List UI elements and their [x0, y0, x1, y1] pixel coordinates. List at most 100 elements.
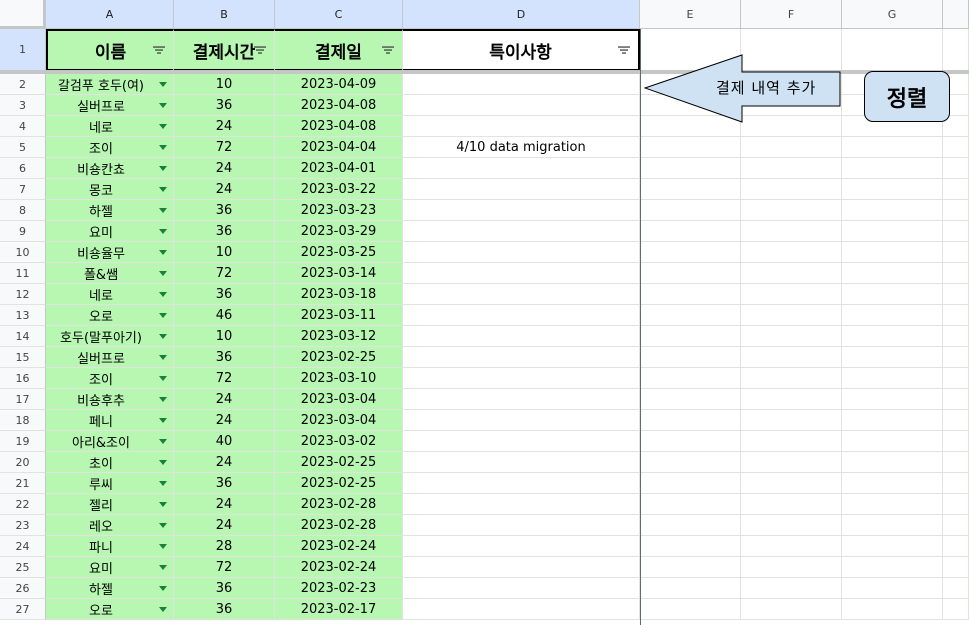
name-cell[interactable]: 오로: [46, 305, 174, 326]
dropdown-arrow-icon[interactable]: [159, 397, 167, 402]
empty-cell[interactable]: [943, 158, 969, 179]
dropdown-arrow-icon[interactable]: [159, 439, 167, 444]
empty-cell[interactable]: [943, 431, 969, 452]
name-cell[interactable]: 초이: [46, 452, 174, 473]
payment-time-cell[interactable]: 36: [174, 599, 275, 620]
payment-time-cell[interactable]: 24: [174, 410, 275, 431]
row-header[interactable]: 22: [0, 494, 46, 515]
payment-date-cell[interactable]: 2023-04-01: [275, 158, 403, 179]
notes-cell[interactable]: [403, 116, 640, 137]
name-cell[interactable]: 네로: [46, 284, 174, 305]
empty-cell[interactable]: [741, 137, 842, 158]
row-header[interactable]: 26: [0, 578, 46, 599]
row-header[interactable]: 21: [0, 473, 46, 494]
dropdown-arrow-icon[interactable]: [159, 250, 167, 255]
notes-cell[interactable]: [403, 536, 640, 557]
notes-cell[interactable]: [403, 95, 640, 116]
dropdown-arrow-icon[interactable]: [159, 166, 167, 171]
notes-cell[interactable]: [403, 305, 640, 326]
header-payment-time[interactable]: 결제시간: [174, 29, 275, 71]
payment-time-cell[interactable]: 40: [174, 431, 275, 452]
payment-time-cell[interactable]: 36: [174, 221, 275, 242]
empty-cell[interactable]: [842, 305, 943, 326]
notes-cell[interactable]: [403, 326, 640, 347]
empty-cell[interactable]: [943, 326, 969, 347]
row-header[interactable]: 2: [0, 74, 46, 95]
empty-cell[interactable]: [842, 263, 943, 284]
notes-cell[interactable]: [403, 389, 640, 410]
empty-cell[interactable]: [842, 347, 943, 368]
notes-cell[interactable]: [403, 242, 640, 263]
row-header[interactable]: 16: [0, 368, 46, 389]
dropdown-arrow-icon[interactable]: [159, 271, 167, 276]
empty-cell[interactable]: [842, 200, 943, 221]
empty-cell[interactable]: [741, 158, 842, 179]
empty-cell[interactable]: [640, 410, 741, 431]
name-cell[interactable]: 오로: [46, 599, 174, 620]
empty-cell[interactable]: [842, 326, 943, 347]
payment-date-cell[interactable]: 2023-04-08: [275, 95, 403, 116]
name-cell[interactable]: 네로: [46, 116, 174, 137]
dropdown-arrow-icon[interactable]: [159, 523, 167, 528]
empty-cell[interactable]: [640, 473, 741, 494]
empty-cell[interactable]: [640, 389, 741, 410]
empty-cell[interactable]: [741, 326, 842, 347]
sort-button[interactable]: 정렬: [864, 71, 950, 122]
frozen-row-divider[interactable]: [0, 70, 969, 74]
column-header-g[interactable]: G: [842, 0, 943, 29]
payment-date-cell[interactable]: 2023-03-10: [275, 368, 403, 389]
empty-cell[interactable]: [842, 452, 943, 473]
row-header[interactable]: 1: [0, 29, 46, 71]
payment-date-cell[interactable]: 2023-02-28: [275, 494, 403, 515]
empty-cell[interactable]: [640, 200, 741, 221]
empty-cell[interactable]: [842, 158, 943, 179]
empty-cell[interactable]: [640, 515, 741, 536]
header-payment-date[interactable]: 결제일: [275, 29, 403, 71]
name-cell[interactable]: 폴&쌤: [46, 263, 174, 284]
empty-cell[interactable]: [640, 305, 741, 326]
dropdown-arrow-icon[interactable]: [159, 82, 167, 87]
filter-icon[interactable]: [618, 46, 630, 54]
empty-cell[interactable]: [741, 284, 842, 305]
notes-cell[interactable]: [403, 494, 640, 515]
row-header[interactable]: 19: [0, 431, 46, 452]
filter-icon[interactable]: [382, 46, 394, 54]
empty-cell[interactable]: [741, 494, 842, 515]
row-header[interactable]: 24: [0, 536, 46, 557]
payment-time-cell[interactable]: 36: [174, 284, 275, 305]
dropdown-arrow-icon[interactable]: [159, 376, 167, 381]
dropdown-arrow-icon[interactable]: [159, 355, 167, 360]
notes-cell[interactable]: [403, 578, 640, 599]
empty-cell[interactable]: [943, 494, 969, 515]
empty-cell[interactable]: [943, 200, 969, 221]
dropdown-arrow-icon[interactable]: [159, 103, 167, 108]
empty-cell[interactable]: [741, 473, 842, 494]
payment-time-cell[interactable]: 72: [174, 263, 275, 284]
empty-cell[interactable]: [640, 368, 741, 389]
payment-time-cell[interactable]: 36: [174, 473, 275, 494]
empty-cell[interactable]: [943, 137, 969, 158]
name-cell[interactable]: 하젤: [46, 200, 174, 221]
empty-cell[interactable]: [640, 536, 741, 557]
empty-cell[interactable]: [741, 368, 842, 389]
row-header[interactable]: 4: [0, 116, 46, 137]
row-header[interactable]: 9: [0, 221, 46, 242]
dropdown-arrow-icon[interactable]: [159, 565, 167, 570]
row-header[interactable]: 27: [0, 599, 46, 620]
notes-cell[interactable]: [403, 557, 640, 578]
empty-cell[interactable]: [943, 410, 969, 431]
payment-date-cell[interactable]: 2023-03-25: [275, 242, 403, 263]
filter-icon[interactable]: [254, 46, 266, 54]
empty-cell[interactable]: [640, 599, 741, 620]
empty-cell[interactable]: [943, 578, 969, 599]
empty-cell[interactable]: [943, 221, 969, 242]
empty-cell[interactable]: [943, 284, 969, 305]
row-header[interactable]: 18: [0, 410, 46, 431]
notes-cell[interactable]: [403, 599, 640, 620]
empty-cell[interactable]: [741, 431, 842, 452]
row-header[interactable]: 7: [0, 179, 46, 200]
empty-cell[interactable]: [842, 242, 943, 263]
empty-cell[interactable]: [640, 263, 741, 284]
empty-cell[interactable]: [842, 368, 943, 389]
empty-cell[interactable]: [842, 494, 943, 515]
